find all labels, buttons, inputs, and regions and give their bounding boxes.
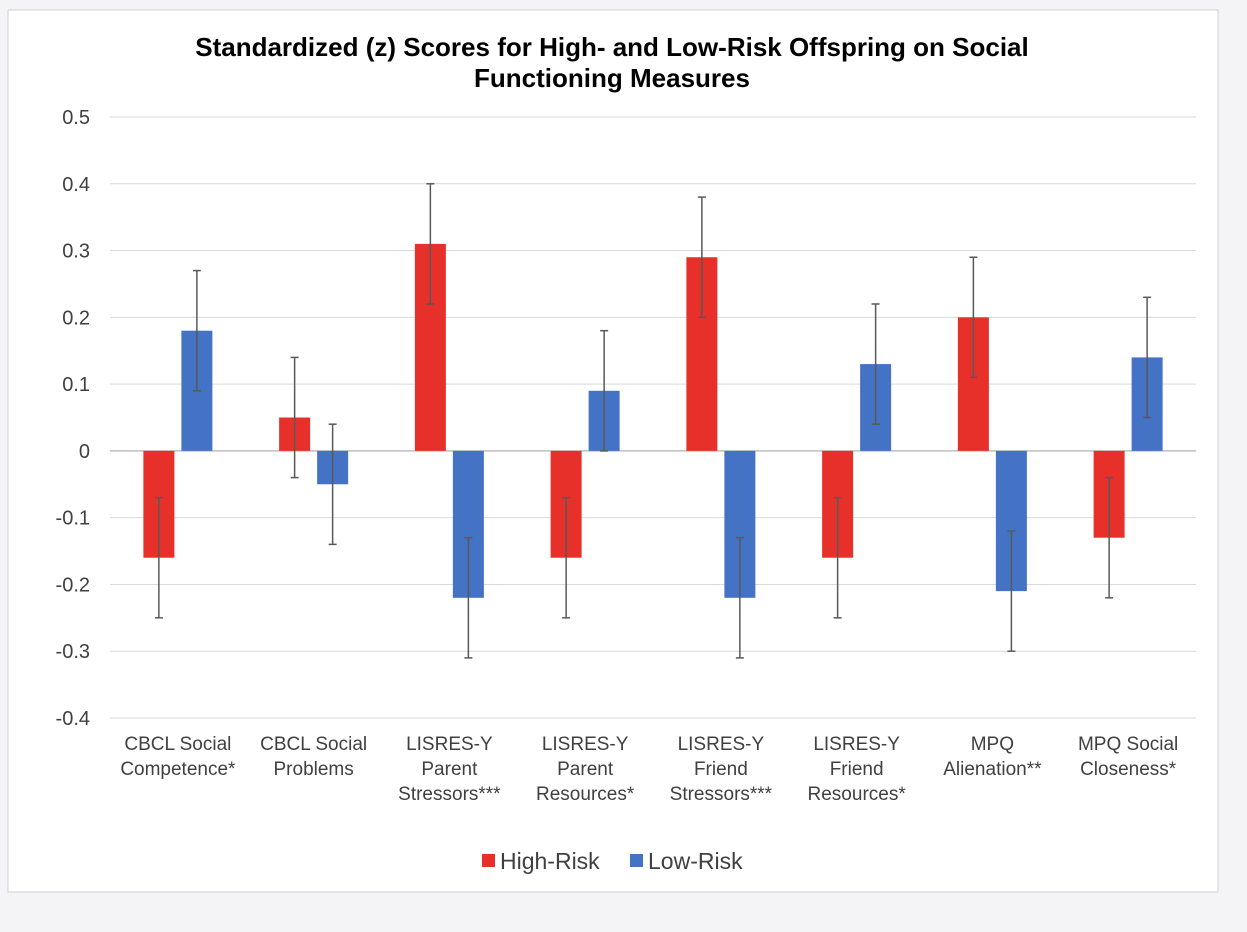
chart-title-line: Standardized (z) Scores for High- and Lo…	[195, 32, 1029, 62]
x-category-label: Closeness*	[1080, 759, 1177, 780]
y-tick-label: -0.3	[56, 641, 90, 663]
x-category-label: Alienation**	[943, 759, 1042, 780]
x-category-label: Friend	[694, 759, 748, 780]
legend-label-high-risk: High-Risk	[500, 848, 600, 874]
x-category-label: Friend	[830, 759, 884, 780]
y-tick-label: 0.1	[62, 374, 90, 396]
error-bars	[154, 183, 1152, 659]
y-tick-label: 0.5	[62, 107, 90, 129]
y-tick-label: 0	[79, 441, 90, 463]
x-category-label: LISRES-Y	[542, 734, 629, 755]
legend-swatch-low-risk	[630, 854, 643, 867]
x-category-label: LISRES-Y	[406, 734, 493, 755]
x-category-label: CBCL Social	[260, 734, 367, 755]
x-category-label: MPQ Social	[1078, 734, 1178, 755]
x-category-label: Stressors***	[670, 784, 773, 805]
chart-title: Standardized (z) Scores for High- and Lo…	[195, 32, 1029, 93]
y-tick-label: 0.3	[62, 241, 90, 263]
legend-label-low-risk: Low-Risk	[648, 848, 743, 874]
legend: High-Risk Low-Risk	[482, 848, 743, 874]
y-tick-label: -0.1	[56, 508, 90, 530]
x-category-label: Parent	[557, 759, 614, 780]
x-category-label: Resources*	[808, 784, 907, 805]
y-axis-tick-labels: 0.5 0.4 0.3 0.2 0.1 0 -0.1 -0.2 -0.3 -0.4	[56, 107, 90, 730]
x-category-label: LISRES-Y	[678, 734, 765, 755]
y-tick-label: -0.4	[56, 708, 90, 730]
x-category-label: LISRES-Y	[813, 734, 900, 755]
x-category-label: CBCL Social	[124, 734, 231, 755]
x-category-label: Stressors***	[398, 784, 501, 805]
x-axis-category-labels: CBCL Social Competence* CBCL Social Problem…	[120, 734, 1178, 805]
legend-swatch-high-risk	[482, 854, 495, 867]
x-category-label: Problems	[274, 759, 354, 780]
y-tick-label: -0.2	[56, 574, 90, 596]
x-category-label: Resources*	[536, 784, 635, 805]
x-category-label: Parent	[421, 759, 478, 780]
y-tick-label: 0.2	[62, 307, 90, 329]
chart-title-line: Functioning Measures	[474, 63, 750, 93]
x-category-label: MPQ	[971, 734, 1014, 755]
y-tick-label: 0.4	[62, 174, 90, 196]
x-category-label: Competence*	[120, 759, 236, 780]
